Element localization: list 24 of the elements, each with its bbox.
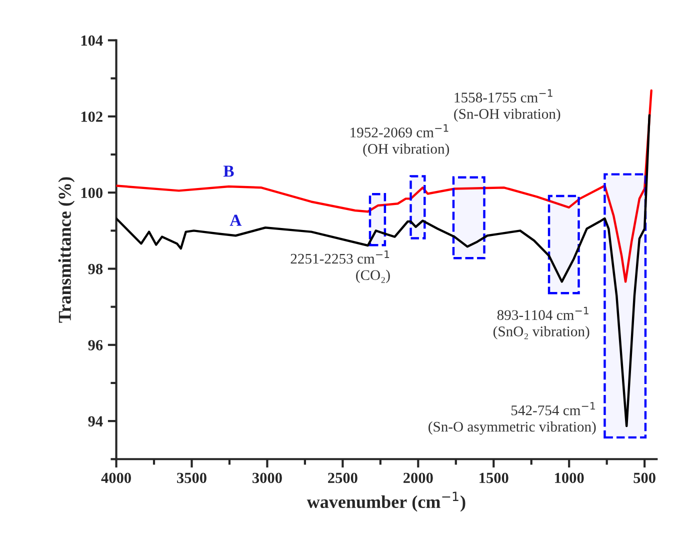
y-tick-label: 96 xyxy=(88,340,103,350)
x-tick-label: 1500 xyxy=(480,472,508,484)
annotation: 1558-1755 cm$^{−1}$ (Sn-OH vibration) xyxy=(454,89,560,122)
y-tick-label: 94 xyxy=(88,416,103,427)
x-tick-label: 3000 xyxy=(252,472,282,484)
series-label: A xyxy=(230,214,242,226)
y-tick-label: 100 xyxy=(81,188,103,198)
y-tick-label: 102 xyxy=(81,112,102,122)
x-tick-label: 1000 xyxy=(555,472,584,484)
annotation: 542-754 cm$^{−1}$ (Sn-O asymmetric vibration) xyxy=(428,402,596,435)
x-tick-label: 500 xyxy=(634,472,656,484)
x-tick-label: 4000 xyxy=(101,472,131,484)
annotation: 2251-2253 cm$^{−1}$ (CO₂) xyxy=(290,250,390,283)
x-axis-title: wavenumber (cm$^{−1}$) xyxy=(306,492,466,512)
x-tick-label: 3500 xyxy=(177,472,206,484)
annotation: 893-1104 cm$^{−1}$ (SnO₂ vibration) xyxy=(493,306,590,340)
x-tick-label: 2500 xyxy=(328,472,358,484)
y-tick-label: 104 xyxy=(81,35,103,46)
y-axis-title: Transmittance (%) xyxy=(58,177,75,323)
x-tick-label: 2000 xyxy=(404,472,433,484)
series-label: B xyxy=(223,166,234,177)
annotation: 1952-2069 cm$^{−1}$ (OH vibration) xyxy=(350,124,450,157)
line-series xyxy=(116,89,652,283)
y-tick-label: 98 xyxy=(88,264,103,274)
